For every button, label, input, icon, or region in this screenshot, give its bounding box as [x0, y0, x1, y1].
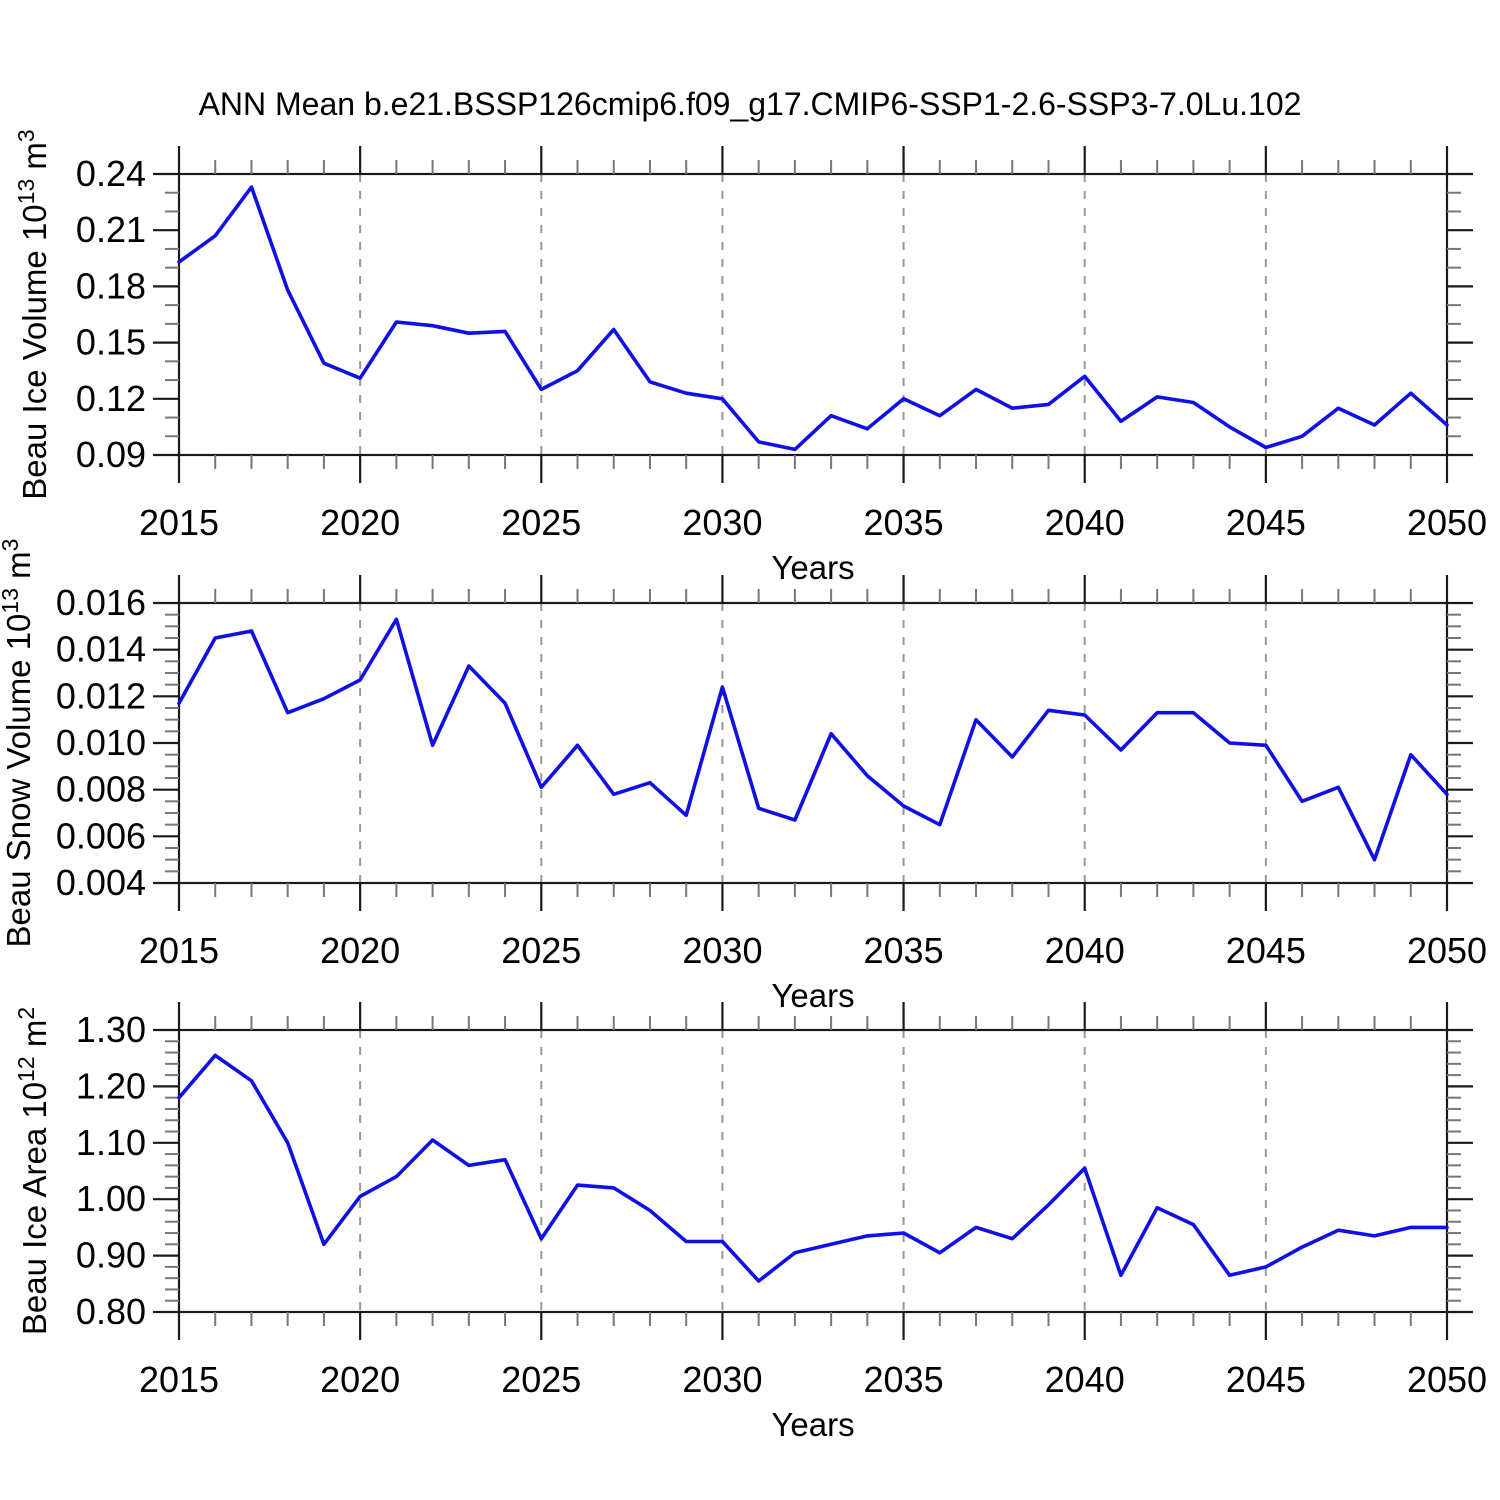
y-tick-label: 0.80 [76, 1291, 146, 1332]
y-tick-label: 0.004 [56, 862, 146, 903]
y-tick-label: 0.008 [56, 769, 146, 810]
y-tick-label: 1.00 [76, 1178, 146, 1219]
y-tick-label: 0.24 [76, 153, 146, 194]
x-axis-label: Years [771, 549, 854, 586]
y-tick-label: 0.15 [76, 322, 146, 363]
y-tick-label: 0.18 [76, 265, 146, 306]
plot-frame [177, 1028, 1449, 1314]
ice-volume-line [177, 185, 1449, 452]
x-axis-label: Years [771, 977, 854, 1014]
y-axis-label: Beau Ice Area 1012 m2 [13, 1007, 53, 1335]
x-tick-label: 2030 [682, 502, 762, 543]
x-tick-label: 2020 [320, 930, 400, 971]
subplot-snow-volume: 0.004 0.006 0.008 0.010 0.012 0.014 0.016 2015 2… [0, 539, 1487, 1014]
x-tick-label: 2030 [682, 1359, 762, 1400]
x-tick-label: 2025 [501, 502, 581, 543]
y-tick-label: 0.010 [56, 722, 146, 763]
x-tick-label: 2050 [1407, 1359, 1487, 1400]
x-tick-label: 2015 [139, 930, 219, 971]
x-tick-label: 2040 [1045, 930, 1125, 971]
x-tick-label: 2025 [501, 1359, 581, 1400]
x-tick-label: 2035 [864, 502, 944, 543]
snow-volume-line [177, 617, 1449, 862]
y-tick-label: 1.10 [76, 1122, 146, 1163]
y-tick-label: 0.09 [76, 434, 146, 475]
y-tick-label: 0.90 [76, 1235, 146, 1276]
x-tick-label: 2040 [1045, 1359, 1125, 1400]
y-tick-label: 0.12 [76, 378, 146, 419]
x-tick-label: 2020 [320, 1359, 400, 1400]
x-axis-label: Years [771, 1406, 854, 1443]
plot-frame [177, 172, 1449, 457]
x-tick-label: 2040 [1045, 502, 1125, 543]
y-tick-label: 0.016 [56, 582, 146, 623]
y-tick-label: 1.30 [76, 1009, 146, 1050]
x-tick-label: 2015 [139, 1359, 219, 1400]
x-tick-label: 2035 [864, 930, 944, 971]
y-axis-label: Beau Ice Volume 1013 m3 [13, 129, 53, 499]
x-tick-label: 2015 [139, 502, 219, 543]
x-tick-label: 2045 [1226, 930, 1306, 971]
y-axis-label: Beau Snow Volume 1013 m3 [0, 539, 37, 948]
y-tick-label: 0.012 [56, 675, 146, 716]
x-tick-label: 2035 [864, 1359, 944, 1400]
ice-area-line [177, 1053, 1449, 1283]
y-tick-label: 0.014 [56, 629, 146, 670]
x-tick-label: 2050 [1407, 930, 1487, 971]
x-tick-label: 2030 [682, 930, 762, 971]
figure-title: ANN Mean b.e21.BSSP126cmip6.f09_g17.CMIP… [198, 86, 1302, 122]
x-tick-label: 2045 [1226, 502, 1306, 543]
y-tick-label: 0.006 [56, 815, 146, 856]
x-tick-label: 2045 [1226, 1359, 1306, 1400]
y-tick-label: 0.21 [76, 209, 146, 250]
y-tick-label: 1.20 [76, 1065, 146, 1106]
x-tick-label: 2020 [320, 502, 400, 543]
x-tick-label: 2050 [1407, 502, 1487, 543]
subplot-ice-volume: 0.09 0.12 0.15 0.18 0.21 0.24 2015 2020 2025 2030… [13, 129, 1487, 586]
x-tick-label: 2025 [501, 930, 581, 971]
subplot-ice-area: 0.80 0.90 1.00 1.10 1.20 1.30 2015 2020 2025 2030… [13, 1002, 1487, 1443]
